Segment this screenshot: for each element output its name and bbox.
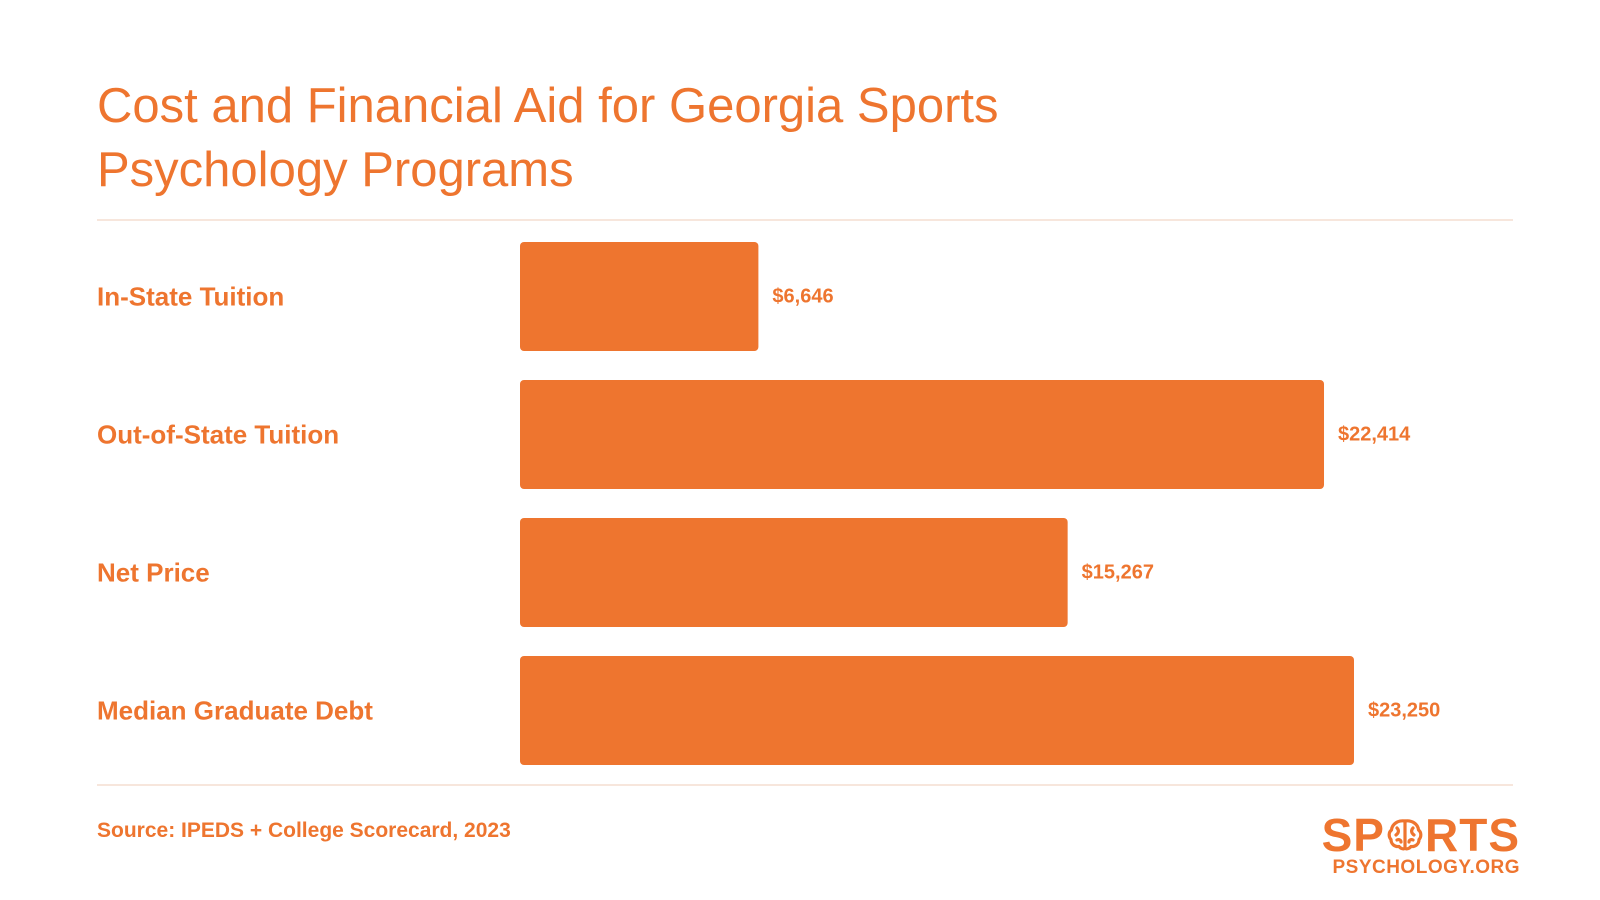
logo-subtitle: PSYCHOLOGY.ORG [1332,857,1520,878]
category-label: In-State Tuition [97,282,284,312]
value-label: $22,414 [1338,424,1411,446]
logo-wordmark: SP RTS [1300,812,1520,858]
sportspsychology-logo[interactable]: SP RTS PSYCHOLOGY.ORG [1300,812,1520,882]
value-label: $6,646 [772,286,833,308]
bar [520,656,1354,765]
value-label: $23,250 [1368,700,1440,722]
bar [520,380,1325,489]
brain-icon [1387,819,1423,851]
bar [520,242,759,351]
chart-title: Cost and Financial Aid for Georgia Sport… [97,79,999,197]
bottom-divider [97,784,1513,786]
category-label: Out-of-State Tuition [97,420,339,450]
logo-word-end: RTS [1425,809,1520,861]
source-note: Source: IPEDS + College Scorecard, 2023 [97,819,511,842]
category-label: Median Graduate Debt [97,696,373,726]
logo-word-start: SP [1321,809,1385,861]
category-label: Net Price [97,558,210,588]
bar [520,518,1068,627]
top-divider [97,219,1513,221]
value-label: $15,267 [1082,562,1154,584]
